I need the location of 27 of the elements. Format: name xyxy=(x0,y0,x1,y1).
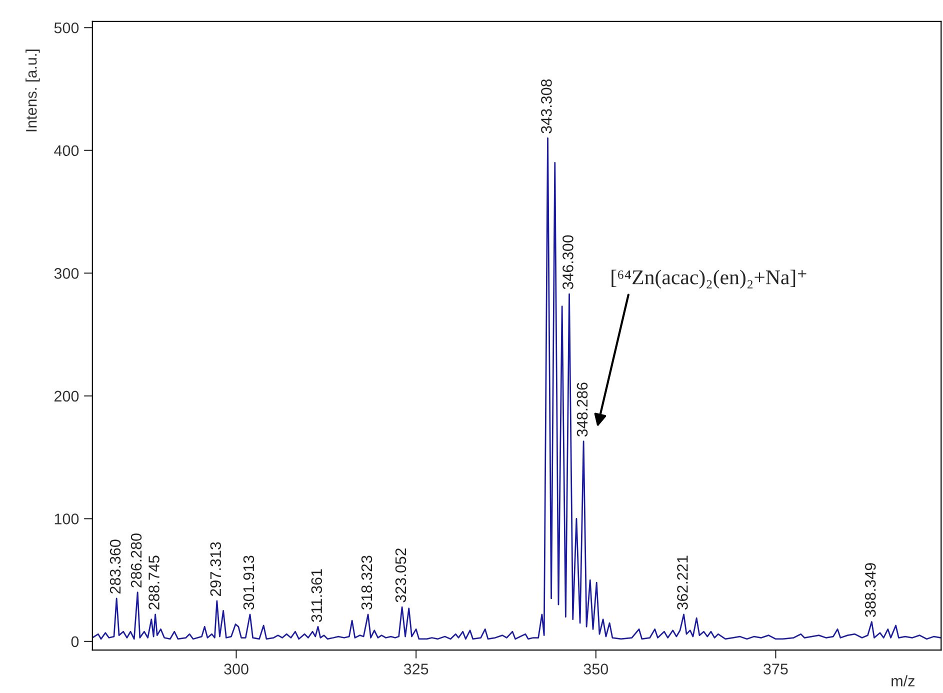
annotation: 318.323 xyxy=(361,556,372,610)
y-tick-label: 200 xyxy=(54,390,79,402)
y-tick-label: 100 xyxy=(54,514,79,524)
x-tick-label: 375 xyxy=(764,664,788,674)
annotation: 343.308 xyxy=(541,79,552,134)
y-tick-label: 0 xyxy=(71,636,79,648)
annotation: 288.745 xyxy=(148,556,160,610)
x-tick-label: 300 xyxy=(224,664,248,674)
y-tick-label: 300 xyxy=(54,268,79,279)
annotation: 301.913 xyxy=(243,556,254,610)
y-tick-label: 500 xyxy=(54,22,79,34)
annotation: 311.361 xyxy=(311,569,322,622)
annotation: 348.286 xyxy=(576,382,588,437)
annotation: [⁶⁴Zn(acac)₂(en)₂+Na]⁺ xyxy=(612,270,806,289)
annotation: 388.349 xyxy=(864,563,876,618)
annotation: 346.300 xyxy=(562,235,574,290)
annotation: 362.221 xyxy=(677,556,688,610)
y-tick-label: 400 xyxy=(54,145,79,156)
x-axis-title: m/z xyxy=(892,675,914,686)
line-series xyxy=(92,137,942,640)
annotation: 283.360 xyxy=(110,540,121,594)
x-tick-label: 325 xyxy=(404,664,428,674)
x-tick-label: 350 xyxy=(584,664,608,674)
y-axis-title: Intens. [a.u.] xyxy=(26,50,40,132)
annotation: 297.313 xyxy=(210,542,222,596)
annotation: 286.280 xyxy=(130,534,142,588)
annotation: 323.052 xyxy=(395,548,406,602)
